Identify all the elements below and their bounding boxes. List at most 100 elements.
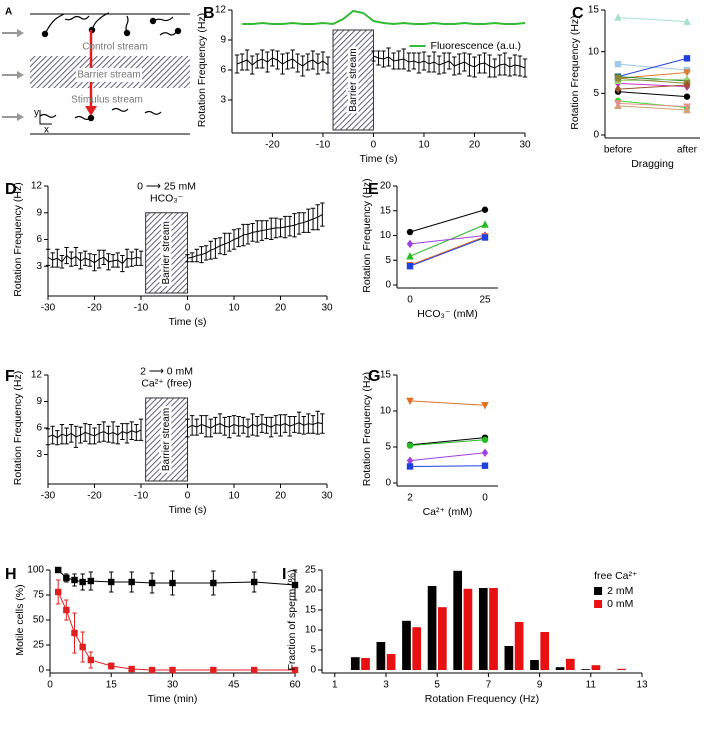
error-bar (227, 416, 232, 439)
error-bar (255, 53, 260, 69)
x-tick-label: 60 (289, 680, 301, 691)
series-line (617, 78, 688, 82)
error-bar (426, 55, 432, 73)
y-tick-label: 20 (380, 181, 392, 192)
marker (481, 448, 489, 457)
error-bar (199, 415, 204, 434)
legend: free Ca²⁺ 2 mM0 mM (594, 570, 638, 610)
error-bar (231, 415, 237, 434)
bar (402, 620, 411, 670)
error-bar (78, 252, 83, 270)
legend-title: free Ca²⁺ (594, 570, 638, 582)
x-tick-label: -30 (41, 491, 56, 502)
error-bar (236, 416, 241, 437)
error-bar (255, 220, 260, 243)
error-bar (138, 250, 144, 266)
error-bar (50, 252, 55, 268)
marker (148, 579, 156, 587)
panel-label: C (572, 5, 584, 22)
bar (463, 588, 473, 670)
error-bar (55, 430, 60, 446)
x-tick-label: 10 (418, 140, 430, 151)
bar (350, 657, 360, 670)
series-line (242, 9, 526, 26)
error-bar (502, 52, 507, 76)
error-bar (282, 215, 288, 239)
legend-label: 2 mM (607, 585, 633, 597)
error-bar (213, 416, 218, 434)
y-tick-label: 6 (220, 65, 226, 76)
axis-glyph-label: x (44, 125, 49, 136)
error-bar (310, 415, 316, 434)
error-bar (396, 50, 401, 70)
error-bar (87, 253, 93, 267)
error-bar (59, 255, 65, 269)
y-tick-label: 0 (310, 665, 316, 676)
y-tick-label: 25 (33, 640, 45, 651)
error-bar (278, 414, 283, 437)
panel-label: F (5, 368, 15, 385)
x-tick-label: 30 (167, 680, 179, 691)
x-tick-label: 5 (434, 680, 440, 691)
error-bar (134, 248, 139, 266)
series-line (409, 237, 486, 267)
error-bar (295, 53, 300, 73)
error-bar (250, 55, 255, 75)
x-tick-label: 20 (275, 303, 287, 314)
error-bar (467, 53, 472, 77)
marker (128, 578, 135, 586)
error-bar (401, 48, 406, 70)
error-bar (315, 410, 320, 435)
legend: Fluorescence (a.u.) (409, 40, 521, 52)
panel-label: G (368, 368, 380, 385)
error-bar (45, 248, 51, 266)
error-bar (106, 253, 111, 271)
error-bar (185, 254, 190, 263)
error-bar (227, 232, 232, 252)
marker (108, 578, 115, 586)
x-tick-label: 20 (469, 140, 481, 151)
y-tick-label: 10 (380, 230, 392, 241)
x-axis-label: Time (s) (168, 316, 206, 328)
error-bar (110, 254, 116, 268)
error-bar (300, 55, 305, 77)
error-bar (110, 421, 116, 444)
error-bar (115, 425, 120, 445)
y-tick-label: 12 (215, 5, 227, 16)
marker (54, 588, 62, 596)
error-bar (241, 223, 246, 247)
y-axis-label: Rotation Frequency (Hz) (196, 13, 208, 127)
bar (437, 607, 447, 670)
error-bar (482, 52, 487, 74)
annotation: HCO₃⁻ (150, 193, 184, 205)
y-tick-label: 3 (36, 449, 42, 460)
x-axis-label: Ca²⁺ (mM) (423, 506, 473, 518)
marker (406, 262, 414, 270)
bar (489, 588, 498, 670)
x-tick-label: 7 (486, 680, 492, 691)
error-bar (270, 49, 275, 67)
error-bar (287, 215, 292, 237)
panel-label: B (203, 5, 215, 22)
error-bar (492, 58, 497, 78)
error-bar (189, 415, 195, 436)
y-axis-label: Rotation Frequency (Hz) (361, 178, 373, 292)
barrier-region (145, 212, 188, 294)
error-bar (96, 249, 102, 269)
error-bar (199, 246, 204, 264)
marker (250, 666, 258, 674)
legend-label: Fluorescence (a.u.) (431, 40, 521, 52)
marker (481, 462, 489, 469)
panel-label: D (5, 181, 17, 198)
error-bar (315, 53, 321, 75)
y-tick-label: 15 (380, 205, 392, 216)
error-bar (134, 423, 139, 441)
y-tick-label: 12 (31, 181, 43, 192)
x-tick-label: -20 (87, 303, 102, 314)
marker (406, 397, 414, 406)
x-tick-label: 0 (407, 295, 413, 306)
x-tick-label: 15 (106, 680, 118, 691)
x-tick-label: 1 (332, 680, 338, 691)
error-bar (310, 50, 316, 70)
